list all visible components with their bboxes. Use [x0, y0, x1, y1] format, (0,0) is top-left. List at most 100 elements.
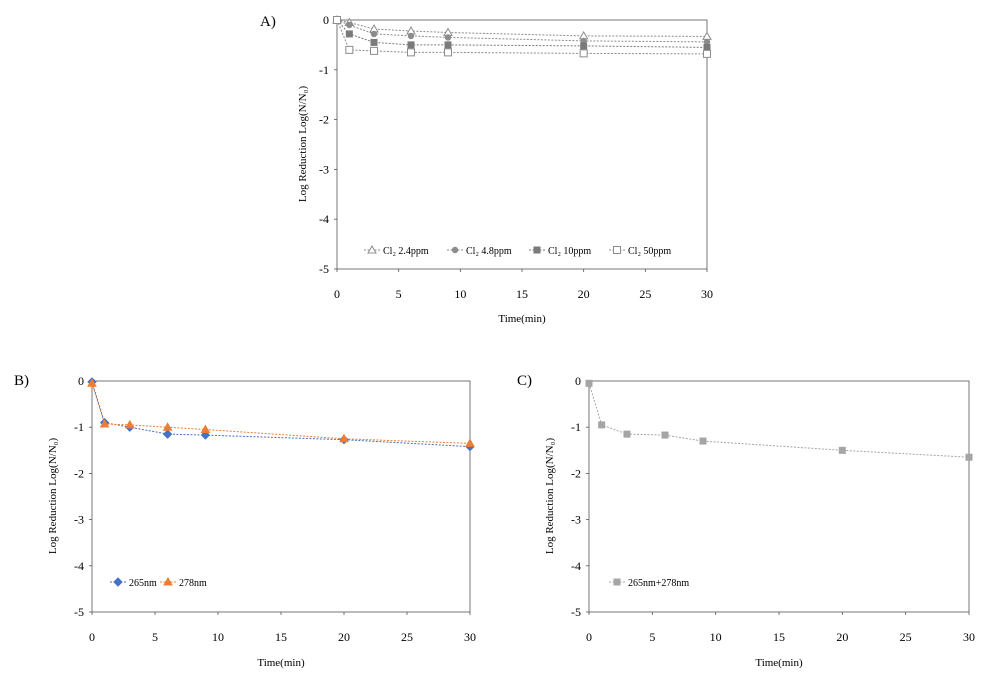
series-2: [87, 378, 475, 447]
x-tick-label: 0: [334, 287, 340, 301]
series-4: [333, 16, 711, 58]
data-point: [345, 45, 354, 54]
x-axis-label: Time(min): [755, 657, 803, 669]
legend-label: Cl₂ 2.4ppm: [383, 246, 429, 257]
series-line: [91, 381, 471, 448]
series-line: [336, 19, 708, 37]
data-point: [370, 46, 378, 55]
data-point: [703, 43, 711, 51]
chart-panel-3: C) 0 -1 -2 -3 -4 -5 0 5 10 15 20 25 30 Time(min) Log Re…: [517, 373, 975, 669]
legend-entry: 278nm: [160, 576, 207, 589]
data-point: [87, 378, 97, 387]
legend-label: Cl₂ 10ppm: [548, 246, 591, 257]
y-tick-label: -1: [319, 63, 329, 77]
y-tick-label: -2: [74, 466, 84, 480]
data-point: [623, 430, 631, 438]
legend-label: Cl₂ 4.8ppm: [466, 246, 512, 257]
legend-label: Cl₂ 50ppm: [628, 246, 671, 257]
y-tick-label: -5: [74, 605, 84, 619]
legend-entry: 265nm: [110, 577, 157, 589]
x-tick-label: 15: [275, 630, 287, 644]
x-tick-label: 15: [773, 630, 785, 644]
data-point: [339, 433, 349, 443]
legend-marker: [451, 246, 459, 254]
y-tick-label: -3: [571, 513, 581, 527]
data-point: [965, 453, 973, 461]
legend-marker: [613, 246, 621, 254]
data-point: [444, 34, 452, 41]
data-point: [200, 424, 211, 434]
y-tick-label: 0: [78, 374, 84, 388]
y-tick-label: 0: [323, 13, 329, 27]
x-tick-label: 25: [900, 630, 912, 644]
panel-letter: C): [517, 373, 532, 389]
data-point: [333, 16, 341, 24]
series-line: [336, 19, 708, 48]
panel-letter: B): [14, 373, 29, 389]
y-tick-label: -1: [571, 420, 581, 434]
x-tick-label: 25: [401, 630, 413, 644]
data-point: [370, 30, 378, 38]
chart-panel-2: B) 0 -1 -2 -3 -4 -5 0 5 10 15 20 25 30 Time(min) Log Re…: [14, 373, 476, 669]
y-tick-label: -5: [319, 262, 329, 276]
x-tick-label: 20: [836, 630, 848, 644]
x-tick-label: 10: [212, 630, 224, 644]
x-tick-label: 10: [710, 630, 722, 644]
y-tick-label: -3: [74, 513, 84, 527]
series-line: [91, 383, 471, 444]
legend-marker: [163, 576, 173, 586]
legend-label: 265nm+278nm: [628, 578, 689, 589]
data-point: [124, 419, 135, 429]
chart-panel-1: A) 0 -1 -2 -3 -4 -5 0 5 10 15 20 25 30 Time(min) Log Re…: [260, 13, 713, 325]
data-point: [444, 48, 452, 57]
data-point: [661, 431, 669, 439]
y-axis-label: Log Reduction Log(N/N₀): [297, 86, 309, 203]
x-tick-label: 10: [454, 287, 466, 301]
x-axis-label: Time(min): [257, 657, 305, 669]
data-point: [838, 446, 846, 454]
data-point: [162, 429, 173, 439]
plot-frame: [336, 19, 708, 270]
legend-marker: [613, 578, 621, 586]
data-point: [407, 32, 415, 40]
y-tick-label: 0: [575, 374, 581, 388]
legend-entry: Cl₂ 10ppm: [529, 246, 591, 257]
y-axis-label: Log Reduction Log(N/N₀): [544, 438, 556, 555]
data-point: [346, 21, 353, 29]
y-tick-label: -1: [74, 420, 84, 434]
y-tick-label: -3: [319, 162, 329, 176]
data-point: [580, 42, 588, 50]
y-axis-label: Log Reduction Log(N/N₀): [47, 438, 59, 555]
data-point: [465, 438, 475, 447]
y-tick-label: -4: [319, 212, 329, 226]
legend-marker: [113, 577, 123, 587]
data-point: [370, 38, 378, 46]
x-tick-label: 30: [464, 630, 476, 644]
x-tick-label: 20: [338, 630, 350, 644]
x-tick-label: 5: [649, 630, 655, 644]
data-point: [703, 49, 711, 58]
series-3: [333, 16, 711, 51]
data-point: [598, 421, 606, 429]
x-axis-label: Time(min): [498, 313, 546, 325]
x-tick-label: 20: [578, 287, 590, 301]
legend-entry: Cl₂ 50ppm: [609, 246, 671, 257]
panel-letter: A): [260, 14, 276, 30]
legend-entry: 265nm+278nm: [609, 578, 689, 589]
data-point: [345, 30, 353, 38]
series-line: [336, 19, 708, 43]
data-point: [444, 41, 452, 49]
data-point: [699, 437, 707, 445]
series-line: [588, 383, 970, 458]
series-2: [333, 16, 711, 46]
data-point: [200, 430, 211, 440]
data-point: [162, 422, 173, 431]
y-tick-label: -2: [571, 466, 581, 480]
legend-label: 278nm: [179, 578, 207, 589]
x-tick-label: 25: [639, 287, 651, 301]
series-1: [585, 379, 973, 461]
y-tick-label: -2: [319, 113, 329, 127]
x-tick-label: 5: [152, 630, 158, 644]
legend-marker: [533, 246, 541, 254]
